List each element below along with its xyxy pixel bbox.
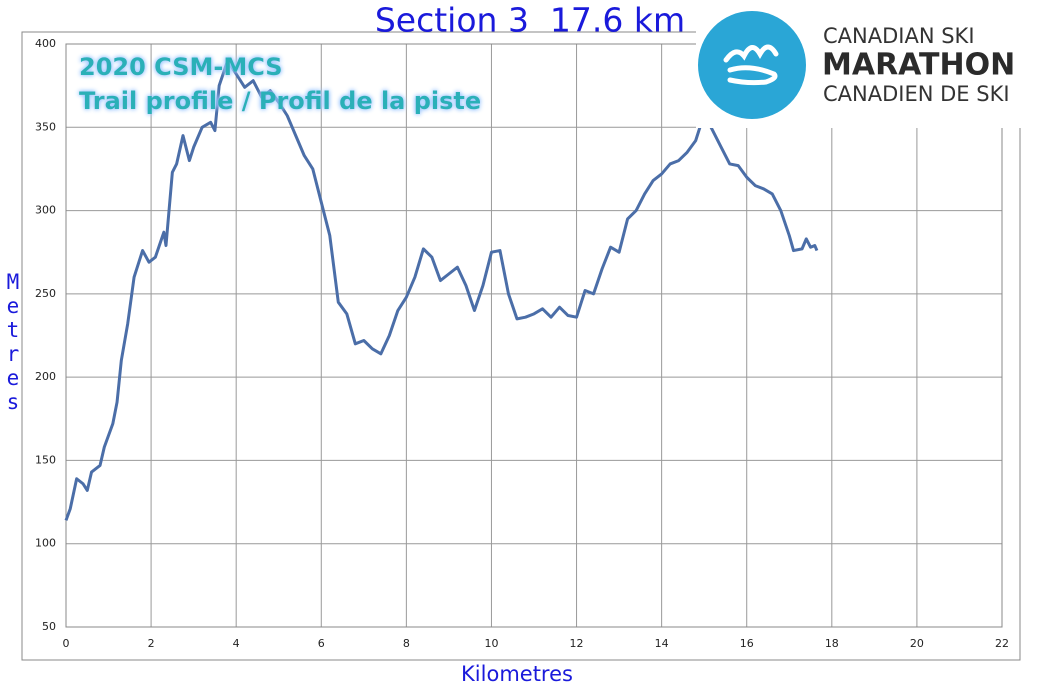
logo-circle xyxy=(698,11,806,119)
chart-title: Section 3 17.6 km xyxy=(375,1,685,40)
x-tick-label: 12 xyxy=(570,637,584,650)
x-tick-label: 2 xyxy=(148,637,155,650)
x-axis-label: Kilometres xyxy=(461,662,573,686)
y-tick-label: 100 xyxy=(35,537,56,550)
logo-icon xyxy=(723,44,779,86)
x-tick-label: 22 xyxy=(995,637,1009,650)
y-tick-label: 350 xyxy=(35,120,56,133)
y-tick-label: 150 xyxy=(35,453,56,466)
y-tick-label: 400 xyxy=(35,37,56,50)
x-tick-label: 8 xyxy=(403,637,410,650)
y-tick-label: 50 xyxy=(42,620,56,633)
x-tick-label: 4 xyxy=(233,637,240,650)
annotation: Trail profile / Profil de la piste xyxy=(79,87,481,115)
x-tick-label: 14 xyxy=(655,637,669,650)
y-axis-label: Metres xyxy=(1,270,25,414)
y-tick-label: 200 xyxy=(35,370,56,383)
x-tick-label: 10 xyxy=(484,637,498,650)
annotation: 2020 CSM-MCS xyxy=(79,53,283,81)
x-tick-label: 18 xyxy=(825,637,839,650)
x-tick-label: 16 xyxy=(740,637,754,650)
chart-frame xyxy=(21,31,1021,661)
y-tick-label: 300 xyxy=(35,204,56,217)
logo-text: MARATHON xyxy=(822,48,1015,83)
plot-frame xyxy=(65,43,1003,628)
x-tick-label: 20 xyxy=(910,637,924,650)
x-tick-label: 6 xyxy=(318,637,325,650)
x-tick-label: 0 xyxy=(63,637,70,650)
logo-text: CANADIAN SKI xyxy=(823,24,975,48)
y-tick-label: 250 xyxy=(35,287,56,300)
logo-text: CANADIEN DE SKI xyxy=(823,82,1010,106)
